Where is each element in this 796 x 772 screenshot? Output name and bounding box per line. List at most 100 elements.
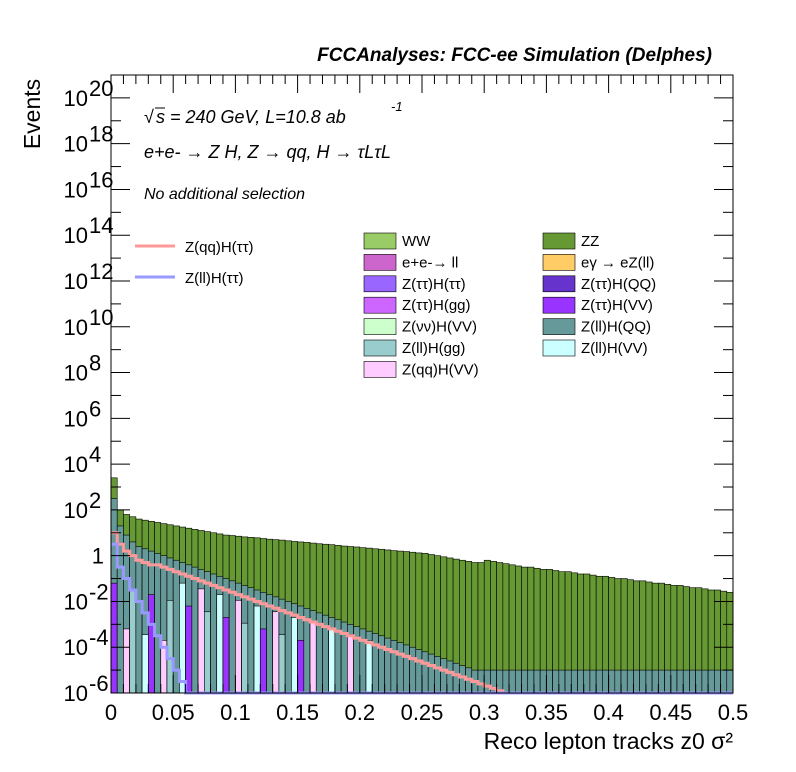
bar-zllhqq bbox=[658, 669, 665, 694]
bar-zllhqq bbox=[521, 669, 529, 694]
y-tick-label: 10 bbox=[64, 223, 88, 248]
energy-text: s = 240 GeV, L=10.8 ab bbox=[156, 107, 346, 127]
legend-fill-swatch bbox=[542, 254, 576, 271]
y-axis-label: Events bbox=[19, 79, 45, 149]
y-tick-exponent: 14 bbox=[89, 213, 113, 238]
bar-zllhqq bbox=[595, 669, 603, 694]
y-tick-label: 10 bbox=[64, 361, 88, 386]
legend-fill-swatch bbox=[542, 339, 576, 357]
y-tick-exponent: 18 bbox=[89, 122, 113, 147]
bar-zllhqq bbox=[514, 669, 522, 694]
energy-annotation: √ s = 240 GeV, L=10.8 ab -1 bbox=[144, 99, 403, 127]
bar-zllhqq bbox=[620, 669, 628, 694]
x-tick-label: 0.4 bbox=[593, 700, 624, 725]
bar-zllhqq bbox=[564, 669, 572, 694]
bar-minor-bkg bbox=[297, 640, 305, 694]
legend-fill-label: Z(ττ)H(VV) bbox=[581, 297, 653, 314]
y-tick-exponent: 6 bbox=[89, 396, 101, 421]
bar-zllhqq bbox=[670, 669, 678, 694]
y-tick-exponent: 2 bbox=[89, 488, 101, 513]
x-tick-label: 0.25 bbox=[401, 700, 444, 725]
legend-fill-label: Z(ll)H(gg) bbox=[402, 340, 465, 357]
selection-annotation: No additional selection bbox=[144, 186, 305, 203]
y-tick-exponent: 16 bbox=[89, 167, 113, 192]
bar-minor-bkg bbox=[129, 588, 137, 694]
y-tick-label: 10 bbox=[64, 177, 88, 202]
bar-zllhqq bbox=[533, 669, 541, 694]
bar-zllhqq bbox=[714, 669, 721, 694]
bar-zllhqq bbox=[421, 651, 429, 694]
bar-minor-bkg bbox=[309, 622, 317, 694]
legend-fill-label: WW bbox=[402, 233, 431, 250]
bar-zllhqq bbox=[626, 669, 634, 694]
legend-fill-label: Z(ll)H(QQ) bbox=[581, 319, 651, 336]
bar-minor-bkg bbox=[278, 634, 286, 694]
x-tick-label: 0 bbox=[105, 700, 117, 725]
bar-minor-bkg bbox=[235, 599, 242, 694]
bar-zllhqq bbox=[415, 649, 423, 694]
legend-fill-swatch bbox=[363, 339, 397, 357]
y-tick-label: 10 bbox=[64, 498, 88, 523]
bar-zllhqq bbox=[440, 658, 448, 694]
y-tick-label: 10 bbox=[64, 406, 88, 431]
legend-fill-swatch bbox=[542, 296, 576, 314]
bar-zllhqq bbox=[676, 669, 684, 694]
y-tick-exponent: 4 bbox=[89, 442, 101, 467]
axes: 0 0.05 0.1 0.15 0.2 0.25 0.3 0.35 0.4 0.45 0.510 -6… bbox=[64, 74, 748, 725]
legend-fill-swatch bbox=[363, 254, 397, 271]
legend-line-label: Z(ll)H(ττ) bbox=[185, 270, 244, 287]
legend-fill-swatch bbox=[363, 318, 397, 335]
legend-fill-label: eγ → eZ(ll) bbox=[581, 254, 654, 271]
x-tick-label: 0.35 bbox=[525, 700, 568, 725]
bar-zllhqq bbox=[191, 566, 199, 694]
y-tick-label: 10 bbox=[64, 269, 88, 294]
y-tick-label: 10 bbox=[64, 452, 88, 477]
y-tick-label: 10 bbox=[64, 635, 88, 660]
y-tick-label: 10 bbox=[64, 86, 88, 111]
bar-minor-bkg bbox=[204, 611, 211, 694]
x-tick-label: 0.3 bbox=[469, 700, 500, 725]
legend-fill-swatch bbox=[363, 275, 397, 293]
bar-minor-bkg bbox=[241, 622, 249, 694]
x-tick-label: 0.45 bbox=[649, 700, 692, 725]
bar-zllhqq bbox=[695, 669, 703, 694]
y-tick-exponent: -4 bbox=[89, 625, 109, 650]
legend-fill-swatch bbox=[542, 232, 576, 250]
y-tick-label: 10 bbox=[64, 681, 88, 706]
bar-zllhqq bbox=[608, 669, 616, 694]
bar-zllhqq bbox=[539, 669, 547, 694]
bar-zllhqq bbox=[508, 669, 516, 694]
bar-zllhqq bbox=[228, 580, 236, 694]
bar-zllhqq bbox=[633, 669, 640, 694]
bar-zllhqq bbox=[707, 669, 715, 694]
legend-fill-label: Z(qq)H(VV) bbox=[402, 361, 479, 378]
bar-zllhqq bbox=[720, 669, 728, 694]
bar-zllhqq bbox=[682, 669, 690, 694]
legend: Z(qq)H(ττ) Z(ll)H(ττ) WW ZZ e+e-→ ll eγ → eZ(… bbox=[135, 232, 656, 378]
bar-minor-bkg bbox=[123, 628, 130, 694]
bar-zllhqq bbox=[589, 669, 597, 694]
x-tick-label: 0.05 bbox=[152, 700, 195, 725]
legend-fill-label: Z(ll)H(VV) bbox=[581, 340, 648, 357]
legend-fill-swatch bbox=[542, 275, 576, 293]
legend-fill-swatch bbox=[363, 232, 397, 250]
bar-zllhqq bbox=[651, 669, 659, 694]
bar-minor-bkg bbox=[328, 628, 336, 694]
y-tick-exponent: -6 bbox=[89, 671, 109, 696]
process-annotation: e+e- → Z H, Z → qq, H → τLτL bbox=[144, 142, 391, 162]
y-tick-exponent: 10 bbox=[89, 305, 113, 330]
bar-minor-bkg bbox=[253, 605, 261, 694]
legend-fill-label: Z(ττ)H(QQ) bbox=[581, 276, 656, 293]
bar-zllhqq bbox=[701, 669, 709, 694]
bar-minor-bkg bbox=[347, 634, 354, 694]
bar-zllhqq bbox=[577, 669, 585, 694]
x-axis-label: Reco lepton tracks z0 σ² bbox=[484, 728, 734, 754]
y-tick-label: 1 bbox=[92, 544, 104, 569]
y-tick-exponent: -2 bbox=[89, 579, 109, 604]
legend-fill-swatch bbox=[363, 296, 397, 314]
bar-zllhqq bbox=[546, 669, 553, 694]
x-tick-label: 0.2 bbox=[345, 700, 376, 725]
bar-zllhqq bbox=[403, 644, 410, 694]
